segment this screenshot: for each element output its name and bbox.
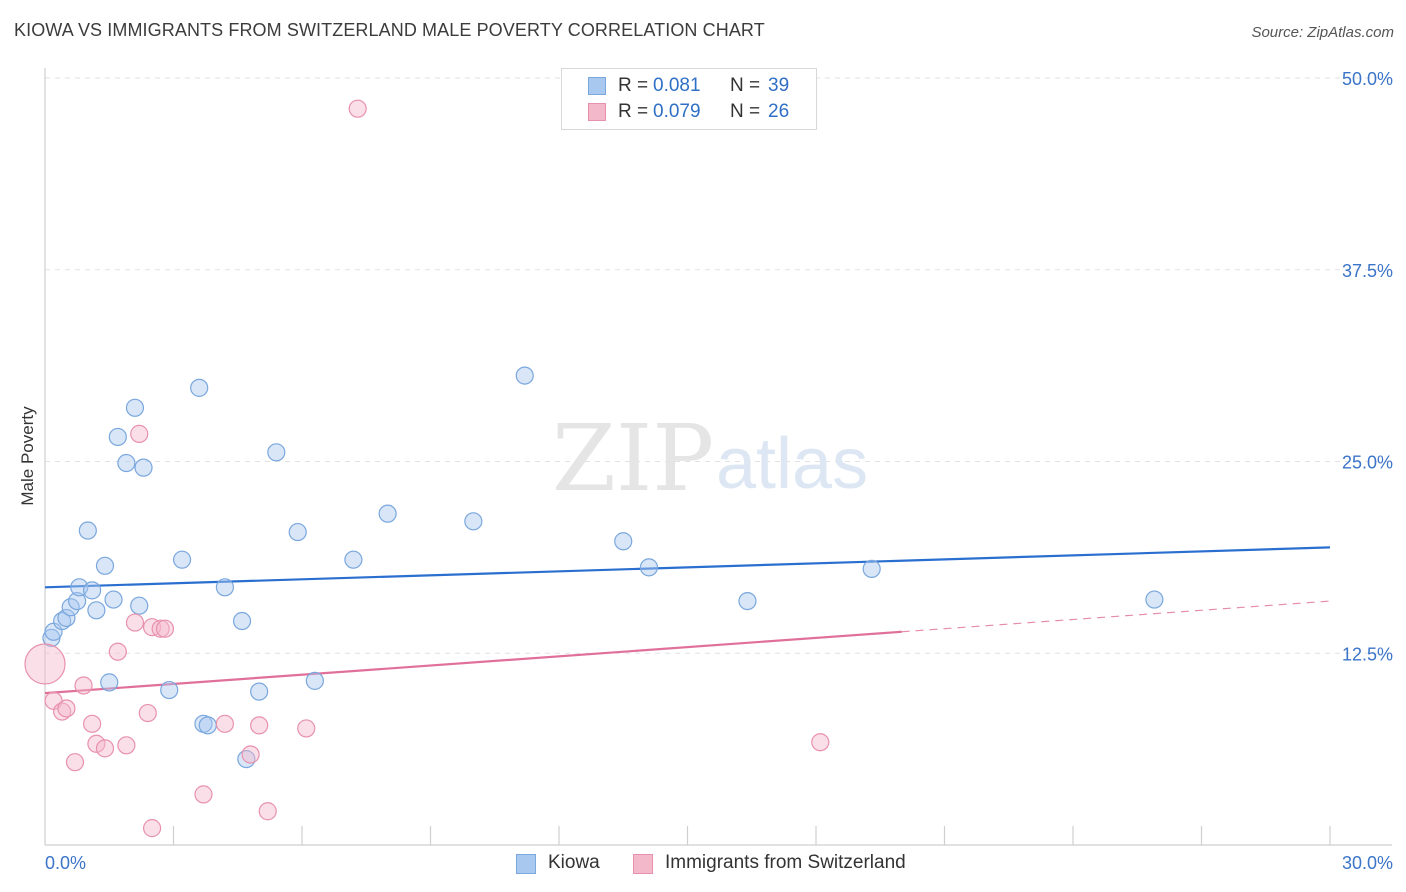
kiowa-point — [125, 398, 145, 417]
switzerland-point — [297, 719, 316, 738]
kiowa-point — [267, 443, 286, 462]
switzerland-point — [348, 99, 367, 118]
switzerland-point — [155, 619, 175, 638]
kiowa-point — [172, 550, 192, 569]
switzerland-point — [811, 733, 830, 752]
bottom-legend-label-switzerland: Immigrants from Switzerland — [665, 852, 906, 873]
kiowa-point — [117, 453, 136, 473]
kiowa-point — [614, 532, 633, 551]
switzerland-point — [250, 716, 269, 735]
switzerland-point — [215, 714, 234, 733]
switzerland-point — [24, 643, 66, 685]
bottom-legend-label-kiowa: Kiowa — [548, 852, 600, 873]
kiowa-point — [378, 504, 397, 523]
kiowa-point — [232, 611, 252, 631]
switzerland-point — [125, 613, 145, 632]
kiowa-point — [78, 521, 97, 540]
kiowa-point — [862, 559, 881, 578]
kiowa-point — [250, 682, 269, 701]
kiowa-point — [215, 578, 234, 597]
stats-legend: R = 0.081 N = 39 R = 0.079 N = 26 — [561, 68, 817, 130]
kiowa-trend-line — [44, 546, 1331, 589]
switzerland-trend-line — [44, 630, 902, 695]
kiowa-point — [344, 550, 363, 569]
kiowa-point — [639, 558, 659, 577]
kiowa-point — [190, 378, 209, 397]
kiowa-point — [134, 458, 153, 477]
watermark-zip: ZIP — [552, 405, 714, 512]
bottom-legend-swatch-kiowa — [516, 854, 536, 874]
kiowa-point — [68, 591, 87, 611]
kiowa-point — [104, 590, 123, 609]
kiowa-point — [1145, 590, 1164, 609]
kiowa-point — [515, 366, 534, 385]
legend-r-label: R = — [618, 75, 649, 96]
bottom-legend-swatch-switzerland — [633, 854, 653, 874]
tick-label-layer: 12.5% 25.0% 37.5% 50.0% 0.0% 30.0% — [45, 69, 1393, 873]
x-tick-label: 30.0% — [1342, 853, 1393, 873]
legend-r-value: 0.079 — [653, 101, 701, 122]
kiowa-point — [305, 671, 324, 690]
switzerland-trend-extension — [901, 600, 1331, 633]
legend-swatch-kiowa — [588, 77, 606, 95]
kiowa-point — [160, 680, 179, 700]
axis-layer — [44, 68, 1392, 846]
switzerland-point — [151, 619, 170, 638]
kiowa-point — [83, 581, 102, 600]
kiowa-point — [288, 522, 307, 542]
switzerland-point — [83, 714, 102, 733]
legend-n-label: N = — [730, 75, 761, 96]
switzerland-point — [95, 739, 115, 758]
y-tick-label: 12.5% — [1342, 644, 1393, 664]
legend-n-value: 26 — [768, 101, 790, 122]
switzerland-point — [108, 642, 127, 661]
legend-r-label: R = — [618, 101, 649, 122]
watermark-atlas: atlas — [716, 424, 868, 504]
kiowa-point — [464, 512, 483, 531]
kiowa-point — [738, 591, 757, 611]
switzerland-point — [130, 424, 149, 443]
legend-swatch-switzerland — [588, 103, 606, 121]
points-layer — [24, 99, 1164, 838]
switzerland-point — [241, 745, 260, 764]
legend-n-value: 39 — [768, 75, 790, 96]
legend-r-value: 0.081 — [653, 75, 701, 96]
switzerland-point — [142, 819, 162, 838]
kiowa-point — [87, 601, 106, 620]
x-tick-label: 0.0% — [45, 853, 86, 873]
kiowa-point — [198, 716, 217, 735]
y-tick-label: 37.5% — [1342, 261, 1393, 281]
switzerland-point — [65, 753, 85, 772]
switzerland-point — [57, 699, 76, 718]
legend-n-label: N = — [730, 101, 761, 122]
kiowa-point — [130, 596, 149, 615]
chart-title: KIOWA VS IMMIGRANTS FROM SWITZERLAND MAL… — [14, 20, 765, 40]
y-tick-label: 25.0% — [1342, 453, 1393, 473]
kiowa-point — [100, 673, 119, 692]
switzerland-point — [138, 703, 157, 723]
kiowa-point — [108, 427, 127, 447]
switzerland-point — [194, 785, 213, 804]
switzerland-point — [258, 802, 277, 821]
kiowa-point — [57, 608, 76, 628]
switzerland-point — [117, 736, 136, 755]
switzerland-point — [74, 676, 93, 695]
kiowa-point — [95, 556, 115, 575]
y-tick-label: 50.0% — [1342, 69, 1393, 89]
chart-source: Source: ZipAtlas.com — [1251, 24, 1394, 41]
grid-layer — [45, 77, 1392, 654]
trend-layer — [44, 546, 1331, 695]
y-axis-label: Male Poverty — [18, 406, 37, 506]
switzerland-point — [87, 734, 106, 753]
